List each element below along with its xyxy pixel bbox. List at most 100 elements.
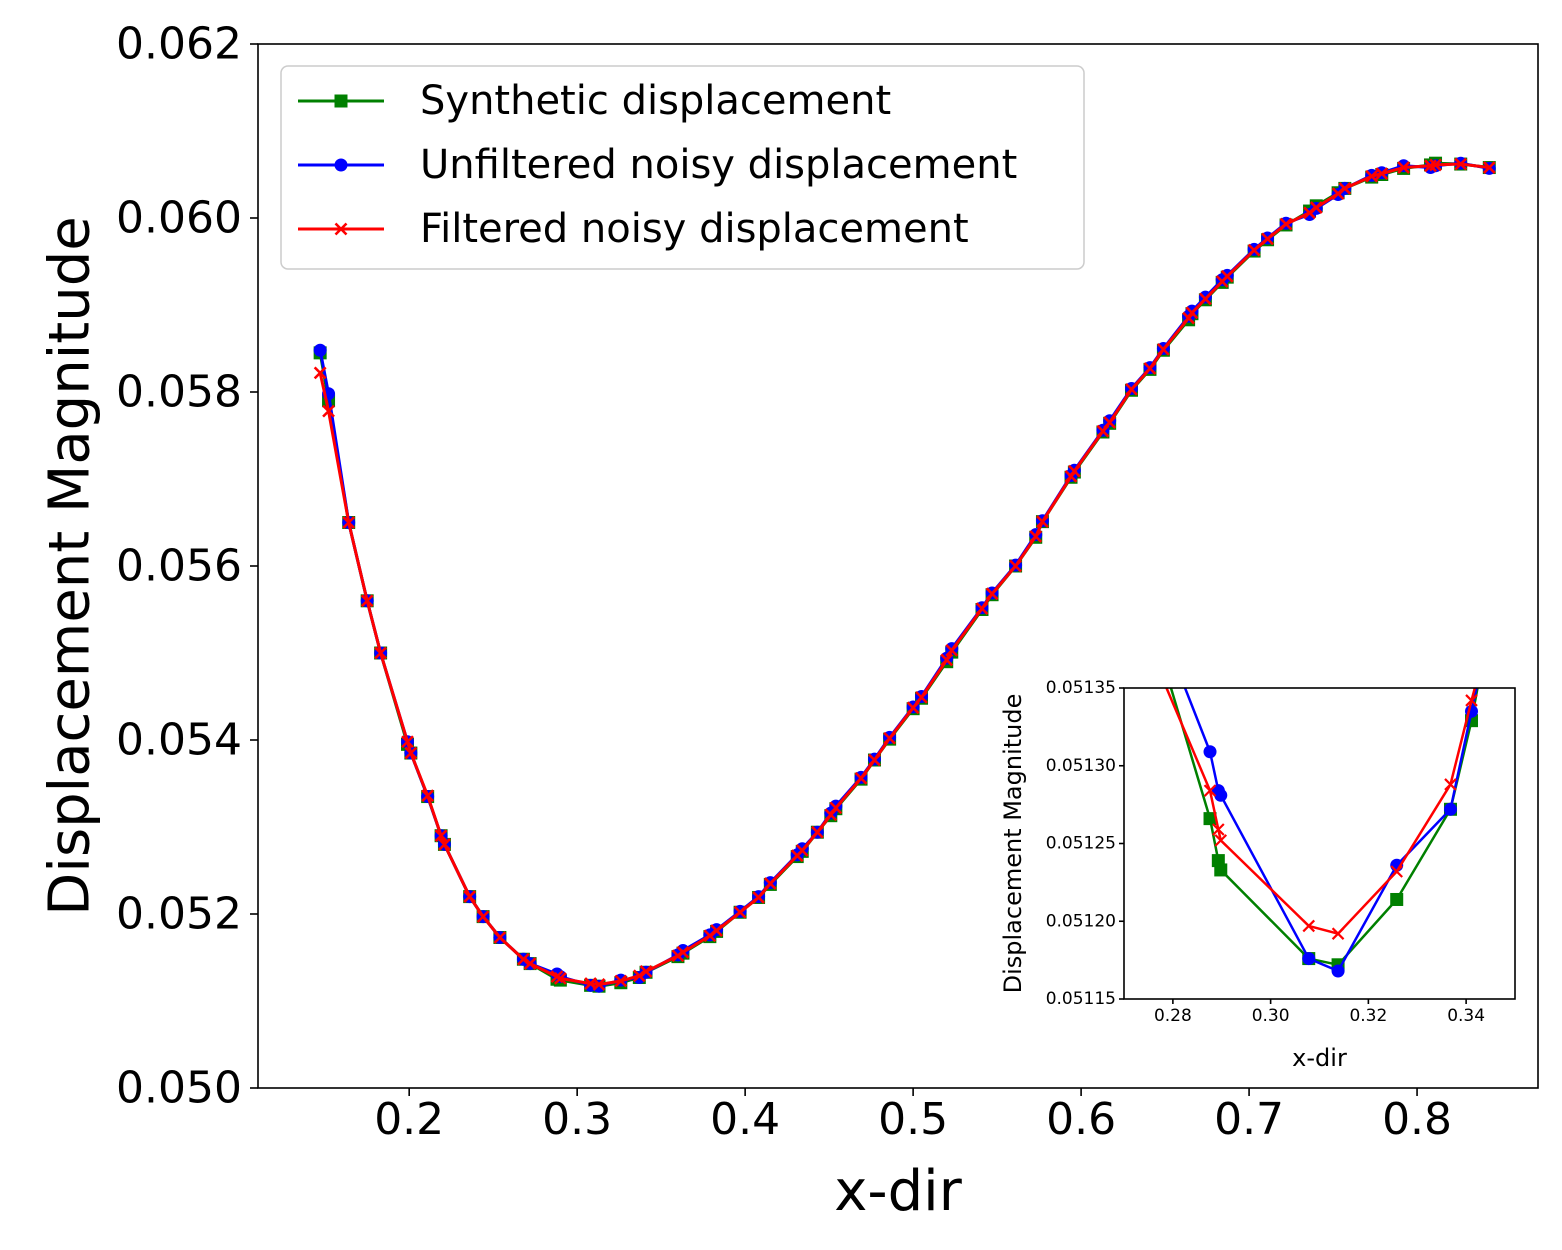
- inset-series-1-point-1: [1203, 745, 1217, 759]
- legend-label-2: Filtered noisy displacement: [420, 206, 969, 252]
- inset-series-0-point-3: [1214, 863, 1228, 877]
- main-x-axis-label: x-dir: [834, 1159, 962, 1224]
- inset-y-axis-label: Displacement Magnitude: [999, 694, 1027, 994]
- inset-y-tick-label: 0.05135: [1046, 678, 1116, 698]
- main-y-tick-label: 0.060: [116, 193, 242, 244]
- legend-marker-circle: [334, 158, 348, 172]
- main-series-2-point-66: [1375, 167, 1389, 181]
- main-series-2-point-23: [676, 945, 690, 959]
- main-series-2-point-41: [975, 602, 989, 616]
- main-series-2-point-32: [824, 808, 838, 822]
- main-y-tick-label: 0.058: [116, 367, 242, 418]
- main-series-2-point-38: [915, 690, 928, 704]
- main-series-2-point-34: [854, 771, 868, 785]
- main-y-tick-label: 0.054: [116, 715, 242, 766]
- main-y-tick-label: 0.056: [116, 541, 242, 592]
- inset-series-line-2: [1165, 688, 1477, 935]
- inset-plot-area: [1124, 688, 1515, 999]
- main-series-2-point-19: [614, 974, 628, 988]
- main-series-2-point-44: [1029, 530, 1043, 543]
- main-series-2-point-6: [404, 746, 418, 760]
- main-series-2-point-3: [360, 594, 374, 608]
- legend: Synthetic displacement Unfiltered noisy d…: [280, 65, 1085, 270]
- inset-series-2-point-5: [1331, 927, 1345, 940]
- main-y-tick-label: 0.050: [116, 1063, 242, 1114]
- main-series-2-point-5: [401, 735, 414, 749]
- main-series-2-point-57: [1220, 269, 1234, 283]
- inset-series-0-point-6: [1390, 892, 1404, 906]
- inset-series-2-point-3: [1214, 834, 1228, 847]
- main-series-2-point-26: [733, 905, 747, 919]
- inset-series-2-point-8: [1465, 694, 1478, 707]
- inset-series-0-point-1: [1203, 812, 1217, 826]
- main-series-2-point-27: [752, 891, 765, 904]
- main-x-tick-label: 0.3: [542, 1094, 612, 1145]
- main-series-2-point-18: [592, 978, 606, 991]
- main-x-tick-label: 0.6: [1046, 1094, 1116, 1145]
- main-series-2-point-39: [940, 653, 954, 667]
- main-series-2-point-69: [1429, 158, 1442, 172]
- main-series-2-point-52: [1156, 342, 1170, 356]
- main-series-2-point-4: [374, 646, 388, 660]
- main-series-2-point-43: [1009, 559, 1023, 573]
- inset-x-axis-label: x-dir: [1292, 1044, 1347, 1072]
- main-series-2-point-20: [632, 969, 646, 983]
- main-y-tick-label: 0.052: [116, 889, 242, 940]
- main-series-2-point-25: [710, 924, 724, 937]
- inset-series-group: [1165, 688, 1479, 978]
- main-series-2-point-50: [1125, 382, 1138, 396]
- main-series-2-point-36: [883, 731, 897, 745]
- inset-series-1-point-4: [1302, 952, 1316, 966]
- inset-x-tick-label: 0.32: [1349, 1006, 1387, 1026]
- main-y-axis-label: Displacement Magnitude: [38, 216, 103, 915]
- main-series-2-point-8: [434, 829, 448, 843]
- main-series-2-point-48: [1096, 424, 1110, 438]
- main-series-2-point-71: [1482, 161, 1496, 174]
- inset-chart: 0.28 0.30 0.32 0.34 0.05115 0.05120 0.05125 0.0…: [999, 678, 1516, 1072]
- main-x-tick-label: 0.5: [878, 1094, 948, 1145]
- main-series-2-point-0: [313, 366, 327, 380]
- main-x-tick-label: 0.2: [374, 1094, 444, 1145]
- main-series-2-point-33: [829, 801, 843, 815]
- main-series-2-point-16: [553, 971, 567, 985]
- inset-x-tick-label: 0.34: [1447, 1006, 1485, 1026]
- main-series-2-point-1: [322, 404, 335, 418]
- legend-marker-square: [334, 94, 348, 108]
- legend-marker-x: [334, 222, 348, 236]
- legend-box: [280, 65, 1085, 270]
- main-series-2-point-47: [1067, 464, 1081, 478]
- main-series-2-point-65: [1365, 169, 1379, 183]
- inset-series-1-point-3: [1214, 788, 1228, 802]
- main-series-2-point-40: [945, 643, 959, 657]
- main-x-tick-label: 0.7: [1214, 1094, 1284, 1145]
- main-series-2-point-35: [868, 753, 881, 767]
- main-series-2-point-28: [763, 877, 777, 890]
- main-series-2-point-2: [342, 516, 356, 529]
- inset-x-tick-label: 0.28: [1154, 1006, 1192, 1026]
- main-series-2-point-54: [1185, 306, 1199, 320]
- main-series-2-point-42: [985, 587, 999, 601]
- main-series-1-point-0: [313, 343, 327, 357]
- inset-series-2-point-2: [1212, 823, 1225, 836]
- inset-y-tick-label: 0.05120: [1046, 911, 1116, 931]
- inset-series-1-point-7: [1443, 802, 1457, 816]
- main-series-2-point-64: [1338, 182, 1352, 195]
- main-series-2-point-14: [523, 957, 537, 971]
- main-x-tick-label: 0.8: [1382, 1094, 1452, 1145]
- main-series-2-point-51: [1143, 362, 1157, 375]
- inset-series-2-point-6: [1390, 865, 1403, 878]
- main-series-2-point-59: [1261, 232, 1274, 246]
- inset-series-line-1: [1183, 688, 1478, 973]
- main-series-2-point-10: [463, 890, 477, 904]
- main-series-2-point-37: [906, 701, 920, 715]
- main-series-2-point-70: [1454, 157, 1468, 171]
- main-series-2-point-13: [516, 952, 530, 966]
- main-series-2-point-21: [639, 965, 653, 978]
- inset-y-tick-label: 0.05125: [1046, 834, 1116, 854]
- legend-label-1: Unfiltered noisy displacement: [420, 142, 1017, 188]
- main-y-tick-label: 0.062: [116, 19, 242, 70]
- main-series-group: [313, 156, 1496, 993]
- main-series-2-point-45: [1036, 515, 1049, 529]
